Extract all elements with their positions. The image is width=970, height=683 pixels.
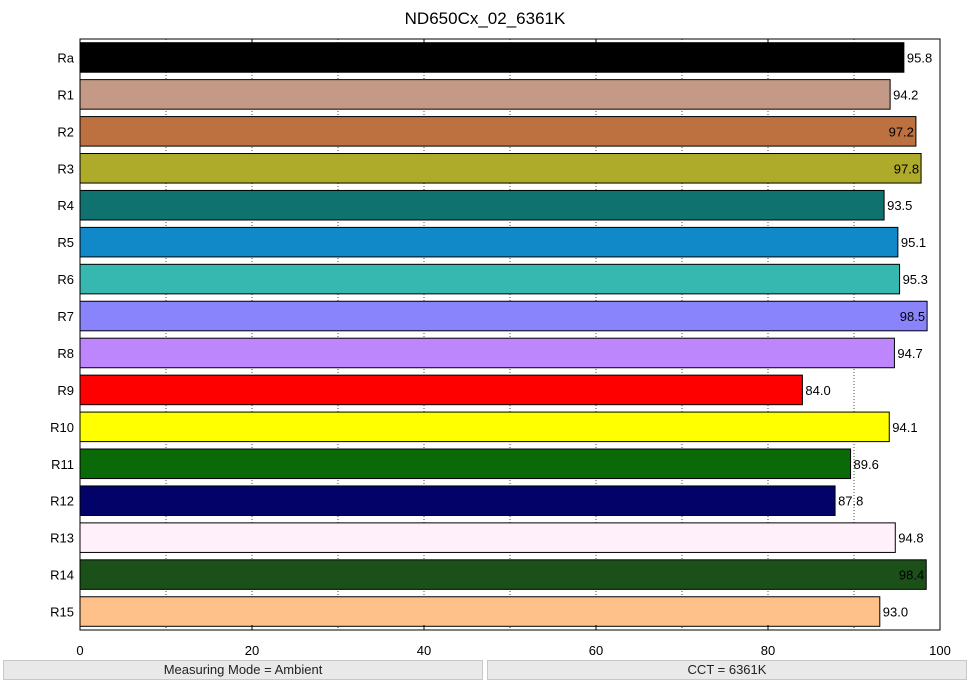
value-label: 94.2	[893, 87, 918, 102]
category-label: R3	[57, 161, 74, 176]
value-label: 94.7	[897, 346, 922, 361]
category-label: R12	[50, 494, 74, 509]
category-label: R2	[57, 124, 74, 139]
x-tick-label: 100	[929, 643, 951, 658]
category-label: Ra	[57, 50, 74, 65]
bar-r9	[79, 374, 803, 406]
bar-chart: ND650Cx_02_6361K 95.894.297.297.893.595.…	[50, 9, 951, 658]
category-label: R8	[57, 346, 74, 361]
chart-title: ND650Cx_02_6361K	[405, 9, 566, 28]
bar-r8	[79, 337, 895, 369]
value-label: 98.4	[899, 568, 924, 583]
value-label: 94.1	[892, 420, 917, 435]
value-label: 97.8	[894, 161, 919, 176]
bar-r4	[79, 189, 885, 221]
x-tick-label: 80	[761, 643, 775, 658]
bar-r5	[79, 226, 899, 258]
value-label: 94.8	[898, 531, 923, 546]
bar-r15	[79, 596, 881, 627]
category-label: R14	[50, 568, 74, 583]
x-tick-label: 20	[245, 643, 259, 658]
value-label: 84.0	[805, 383, 830, 398]
value-label: 93.0	[883, 605, 908, 620]
value-label: 87.8	[838, 494, 863, 509]
bars: 95.8 94.2 97.2 97.8 93.5 95.1 95.3 98.5 94.7 84.0…	[79, 42, 932, 627]
value-label: 93.5	[887, 198, 912, 213]
category-label: R11	[51, 457, 74, 472]
bar-r10	[79, 411, 890, 443]
bar-r14	[79, 559, 927, 590]
bar-ra	[79, 42, 905, 73]
category-label: R13	[50, 531, 74, 546]
bar-r3	[79, 153, 922, 184]
x-tick-label: 40	[417, 643, 431, 658]
bar-r2	[79, 116, 917, 147]
plot-area	[79, 38, 941, 631]
category-label: R4	[57, 198, 74, 213]
x-tick-label: 60	[589, 643, 603, 658]
bar-r12	[79, 485, 836, 516]
cct-status: CCT = 6361K	[487, 660, 967, 680]
value-label: 95.3	[903, 272, 928, 287]
category-label: R15	[50, 605, 74, 620]
category-label: R7	[57, 309, 74, 324]
bar-r11	[79, 448, 852, 480]
bar-r7	[79, 300, 928, 332]
category-label: R5	[57, 235, 74, 250]
category-label: R6	[57, 272, 74, 287]
category-label: R10	[50, 420, 74, 435]
category-label: R9	[57, 383, 74, 398]
status-bar: Measuring Mode = Ambient CCT = 6361K	[0, 659, 970, 683]
axes: 0 20 40 60 80 100 Ra R1 R2 R3 R4 R5 R6 R7 R8 R9 R10 R11 R1…	[50, 39, 951, 658]
bar-r1	[79, 79, 891, 110]
category-label: R1	[57, 87, 74, 102]
bar-r6	[79, 263, 901, 295]
measuring-mode-status: Measuring Mode = Ambient	[3, 660, 483, 680]
value-label: 97.2	[889, 124, 914, 139]
bar-r13	[79, 522, 896, 553]
value-label: 95.8	[907, 50, 932, 65]
x-tick-label: 0	[76, 643, 83, 658]
value-label: 89.6	[854, 457, 879, 472]
value-label: 95.1	[901, 235, 926, 250]
value-label: 98.5	[900, 309, 925, 324]
